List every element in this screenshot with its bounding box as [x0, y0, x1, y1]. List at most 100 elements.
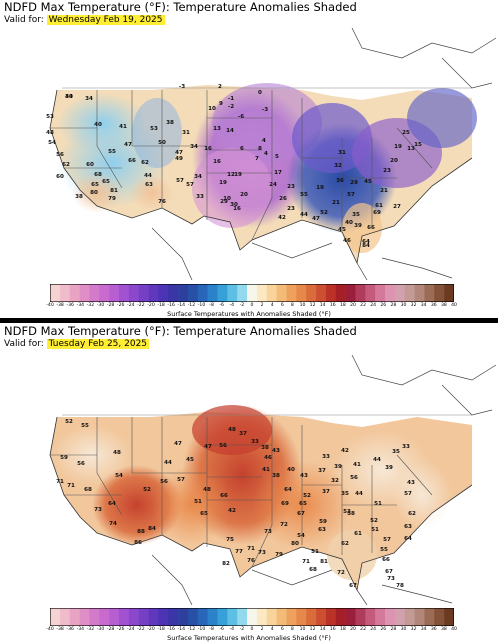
temperature-label: 15 — [414, 142, 422, 148]
temperature-label: 20 — [390, 158, 398, 164]
colorbar-tick-label: 0 — [250, 303, 254, 308]
temperature-label: 30 — [65, 94, 73, 100]
temperature-label: 57 — [404, 491, 412, 497]
temperature-label: 56 — [160, 479, 168, 485]
colorbar-swatch — [385, 284, 396, 302]
temperature-label: 32 — [334, 163, 342, 169]
temperature-label: 52 — [143, 487, 151, 493]
temperature-label: 34 — [190, 144, 198, 150]
temperature-label: 71 — [247, 546, 255, 552]
temperature-label: 80 — [90, 190, 98, 196]
colorbar-tick-label: -18 — [157, 627, 165, 632]
colorbar-tick-label: 2 — [260, 627, 264, 632]
temperature-label: 21 — [332, 200, 340, 206]
colorbar-tick-label: -4 — [229, 303, 235, 308]
colorbar-swatch — [178, 284, 189, 302]
temperature-label: 56 — [219, 443, 227, 449]
temperature-label: 67 — [349, 583, 357, 589]
colorbar-tick-label: 16 — [329, 627, 336, 632]
temperature-label: 46 — [343, 238, 351, 244]
colorbar-tick-label: -24 — [127, 303, 135, 308]
colorbar-swatch — [227, 284, 238, 302]
temperature-label: 56 — [77, 461, 85, 467]
colorbar-swatch — [69, 608, 80, 626]
temperature-label: -1 — [228, 96, 234, 102]
temperature-label: 73 — [387, 576, 395, 582]
temperature-label: 35 — [352, 212, 360, 218]
colorbar-tick-label: 0 — [250, 627, 254, 632]
temperature-label: 43 — [272, 448, 280, 454]
temperature-label: 20 — [240, 192, 248, 198]
temperature-label: 37 — [239, 431, 247, 437]
colorbar-tick-label: 20 — [350, 627, 356, 632]
temperature-label: 38 — [272, 473, 280, 479]
colorbar-swatch — [207, 608, 218, 626]
temperature-label: 56 — [56, 152, 64, 158]
temperature-label: 59 — [60, 455, 68, 461]
colorbar-swatch — [128, 608, 139, 626]
temperature-label: -3 — [179, 84, 185, 90]
state-borders — [49, 87, 473, 265]
colorbar-tick-label: 28 — [390, 627, 397, 632]
temperature-label: 44 — [144, 173, 152, 179]
colorbar-swatch — [59, 284, 70, 302]
colorbar-tick-label: 26 — [380, 627, 387, 632]
temperature-label: 54 — [297, 533, 305, 539]
colorbar-swatch — [296, 608, 307, 626]
temperature-label: 64 — [108, 501, 116, 507]
temperature-label: 48 — [203, 487, 211, 493]
temperature-label: 41 — [262, 467, 270, 473]
temperature-label: 10 — [223, 196, 231, 202]
temperature-label: 71 — [302, 559, 310, 565]
temperature-label: 42 — [278, 215, 286, 221]
temperature-label: 13 — [407, 146, 415, 152]
temperature-label: 23 — [287, 206, 295, 212]
colorbar-swatch — [444, 608, 454, 626]
temperature-label: 19 — [316, 185, 324, 191]
colorbar-tick-label: -36 — [66, 303, 74, 308]
colorbar-swatch — [276, 284, 287, 302]
colorbar-swatch — [158, 608, 169, 626]
colorbar-tick-label: 4 — [270, 303, 274, 308]
colorbar — [50, 284, 454, 302]
colorbar-swatch — [79, 608, 90, 626]
temperature-label: 29 — [220, 199, 228, 205]
temperature-label: 81 — [320, 559, 328, 565]
temperature-label: -2 — [228, 104, 234, 110]
colorbar-swatch — [148, 284, 159, 302]
temperature-label: 33 — [322, 454, 330, 460]
temperature-label: 64 — [362, 239, 370, 245]
colorbar-swatch — [138, 608, 149, 626]
temperature-label: 73 — [258, 550, 266, 556]
temperature-label: 61 — [375, 203, 383, 209]
temperature-label: -6 — [238, 114, 244, 120]
colorbar-tick-label: 32 — [410, 303, 417, 308]
colorbar-swatch — [50, 608, 61, 626]
temperature-label: 39 — [334, 464, 342, 470]
colorbar-tick-label: 22 — [360, 303, 367, 308]
colorbar-swatch — [316, 608, 327, 626]
temperature-label: 35 — [392, 449, 400, 455]
colorbar-swatch — [197, 284, 208, 302]
temperature-label: 82 — [222, 561, 230, 567]
temperature-label: 67 — [297, 511, 305, 517]
valid-for-row: Valid for: Wednesday Feb 19, 2025 — [4, 14, 165, 26]
colorbar-swatch — [247, 608, 258, 626]
temperature-label: 23 — [287, 184, 295, 190]
temperature-label: 64 — [284, 487, 292, 493]
temperature-label: 6 — [240, 146, 244, 152]
temperature-label: 59 — [319, 519, 327, 525]
colorbar-tick-label: -40 — [46, 627, 54, 632]
colorbar-swatch — [306, 608, 317, 626]
temperature-label: 57 — [176, 178, 184, 184]
temperature-label: 32 — [331, 478, 339, 484]
temperature-label: 37 — [318, 468, 326, 474]
colorbar-swatch — [178, 608, 189, 626]
temperature-label: 63 — [318, 527, 326, 533]
temperature-label: 55 — [300, 192, 308, 198]
colorbar-tick-label: -38 — [56, 303, 64, 308]
temperature-label: 51 — [371, 527, 379, 533]
colorbar-swatch — [434, 284, 445, 302]
colorbar-tick-label: -22 — [137, 627, 145, 632]
colorbar-swatch — [424, 284, 435, 302]
